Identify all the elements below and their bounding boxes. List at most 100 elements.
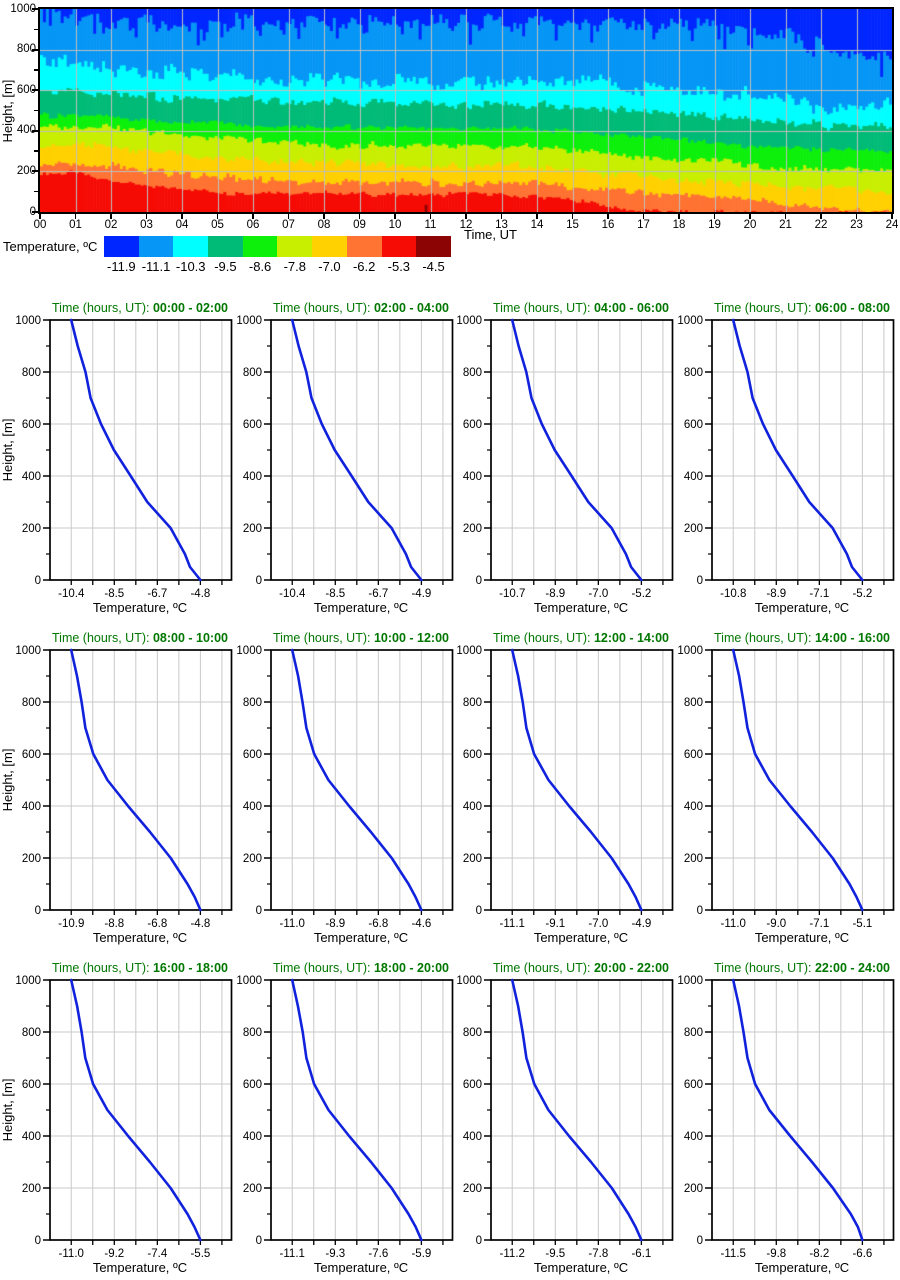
y-tick-label: 1000	[15, 975, 41, 987]
x-axis-label: Temperature, ºC	[93, 1260, 187, 1275]
x-tick-label: -7.1	[809, 588, 829, 600]
y-tick-label: 1000	[456, 645, 482, 657]
x-tick-label: 18	[672, 219, 686, 231]
legend-value: -9.5	[214, 259, 237, 274]
subplot-title: Time (hours, UT): 18:00 - 20:00	[273, 961, 449, 975]
y-tick-label: 400	[463, 801, 482, 813]
top-chart-y-axis-label: Height, [m]	[0, 79, 15, 143]
x-tick-mark	[429, 214, 432, 219]
y-tick-label: 400	[242, 471, 261, 483]
y-tick-label: 400	[683, 1131, 702, 1143]
y-tick-label: 0	[35, 905, 41, 917]
plot-frame	[490, 319, 674, 581]
x-tick-label: 14	[530, 219, 544, 231]
x-tick-mark	[820, 214, 822, 219]
y-tick-label: 800	[683, 367, 702, 379]
x-tick-label: -9.3	[325, 1248, 345, 1260]
x-tick-label: -7.4	[147, 1248, 167, 1260]
y-tick-label: 0	[476, 905, 482, 917]
x-tick-mark	[181, 214, 183, 219]
y-tick-label: 200	[242, 523, 261, 535]
x-tick-label: 24	[885, 219, 899, 231]
x-tick-label: -11.0	[720, 918, 745, 930]
x-tick-mark	[607, 214, 609, 219]
y-tick-label: 600	[22, 1079, 41, 1091]
temperature-profile-line	[731, 978, 864, 1242]
x-tick-mark	[216, 214, 219, 219]
y-axis-label: Height, [m]	[0, 749, 15, 812]
plot-frame	[49, 319, 233, 581]
y-tick-label: 400	[463, 471, 482, 483]
legend-value: -5.3	[387, 259, 411, 274]
y-tick-label: 800	[463, 367, 482, 379]
x-tick-label: -9.0	[766, 918, 786, 930]
legend-color-box	[416, 236, 451, 257]
y-tick-label: 1000	[236, 975, 262, 987]
x-tick-label: -7.6	[368, 1248, 388, 1260]
y-tick-label: 400	[22, 801, 41, 813]
x-tick-label: -9.5	[545, 1248, 565, 1260]
y-minor-tick-mark	[34, 69, 38, 71]
x-tick-mark	[500, 214, 503, 219]
x-tick-label: -8.9	[766, 588, 786, 600]
x-tick-label: 00	[33, 219, 47, 231]
y-tick-label: 1000	[10, 2, 36, 15]
subplot-title: Time (hours, UT): 10:00 - 12:00	[273, 631, 449, 645]
legend-color-box	[104, 236, 139, 257]
subplot-title: Time (hours, UT): 04:00 - 06:00	[493, 301, 669, 315]
y-tick-label: 1000	[15, 645, 41, 657]
x-axis-label: Temperature, ºC	[534, 1260, 628, 1275]
x-tick-label: -11.1	[500, 918, 525, 930]
y-tick-label: 600	[683, 1079, 702, 1091]
profile-subplot: Time (hours, UT): 14:00 - 16:00 0 200 400 60…	[677, 631, 894, 945]
x-tick-label: 19	[708, 219, 721, 231]
x-tick-label: -7.8	[588, 1248, 608, 1260]
x-tick-label: -9.2	[104, 1248, 124, 1260]
y-tick-label: 1000	[236, 315, 262, 327]
plot-frame	[710, 319, 894, 581]
y-tick-label: 0	[696, 575, 702, 587]
y-tick-label: 800	[22, 697, 41, 709]
x-tick-label: -5.2	[852, 588, 872, 600]
plot-frame	[710, 649, 894, 911]
x-tick-label: -6.7	[368, 588, 388, 600]
temperature-profile-line	[731, 648, 864, 912]
x-tick-mark	[110, 214, 112, 219]
legend-color-box	[277, 236, 313, 257]
x-tick-label: 02	[104, 219, 118, 231]
x-tick-mark	[784, 214, 787, 219]
x-tick-mark	[571, 214, 574, 219]
x-tick-mark	[287, 214, 290, 219]
x-axis-label: Temperature, ºC	[313, 1260, 407, 1275]
y-tick-label: 800	[242, 697, 261, 709]
x-tick-mark	[465, 214, 467, 219]
plot-frame	[710, 979, 894, 1241]
x-tick-label: 07	[282, 219, 295, 231]
x-tick-label: -7.0	[588, 588, 608, 600]
temperature-profile-line	[510, 318, 643, 582]
y-tick-label: 600	[463, 419, 482, 431]
x-tick-label: -5.9	[411, 1248, 431, 1260]
x-tick-label: 01	[69, 219, 82, 231]
y-minor-tick-mark	[34, 190, 38, 193]
y-tick-label: 600	[242, 1079, 261, 1091]
x-tick-label: 17	[637, 219, 650, 231]
y-tick-label: 200	[242, 1183, 261, 1195]
temperature-profile-line	[290, 978, 423, 1242]
y-tick-label: 400	[463, 1131, 482, 1143]
x-tick-mark	[891, 214, 893, 219]
legend-color-box	[346, 236, 382, 257]
profile-subplot: Time (hours, UT): 00:00 - 02:00 0 200 400 60…	[0, 301, 233, 615]
subplot-title: Time (hours, UT): 06:00 - 08:00	[714, 301, 890, 315]
x-tick-label: 11	[424, 219, 437, 231]
x-tick-label: -5.5	[190, 1248, 210, 1260]
temperature-field-canvas	[38, 7, 894, 214]
x-tick-label: -10.9	[58, 918, 84, 930]
legend-value: -11.1	[141, 259, 171, 274]
y-tick-label: 200	[22, 853, 41, 865]
temperature-profile-line	[510, 648, 643, 912]
subplot-title: Time (hours, UT): 00:00 - 02:00	[52, 301, 228, 315]
x-tick-mark	[642, 214, 645, 219]
x-axis-label: Temperature, ºC	[754, 1260, 848, 1275]
y-tick-label: 200	[463, 523, 482, 535]
